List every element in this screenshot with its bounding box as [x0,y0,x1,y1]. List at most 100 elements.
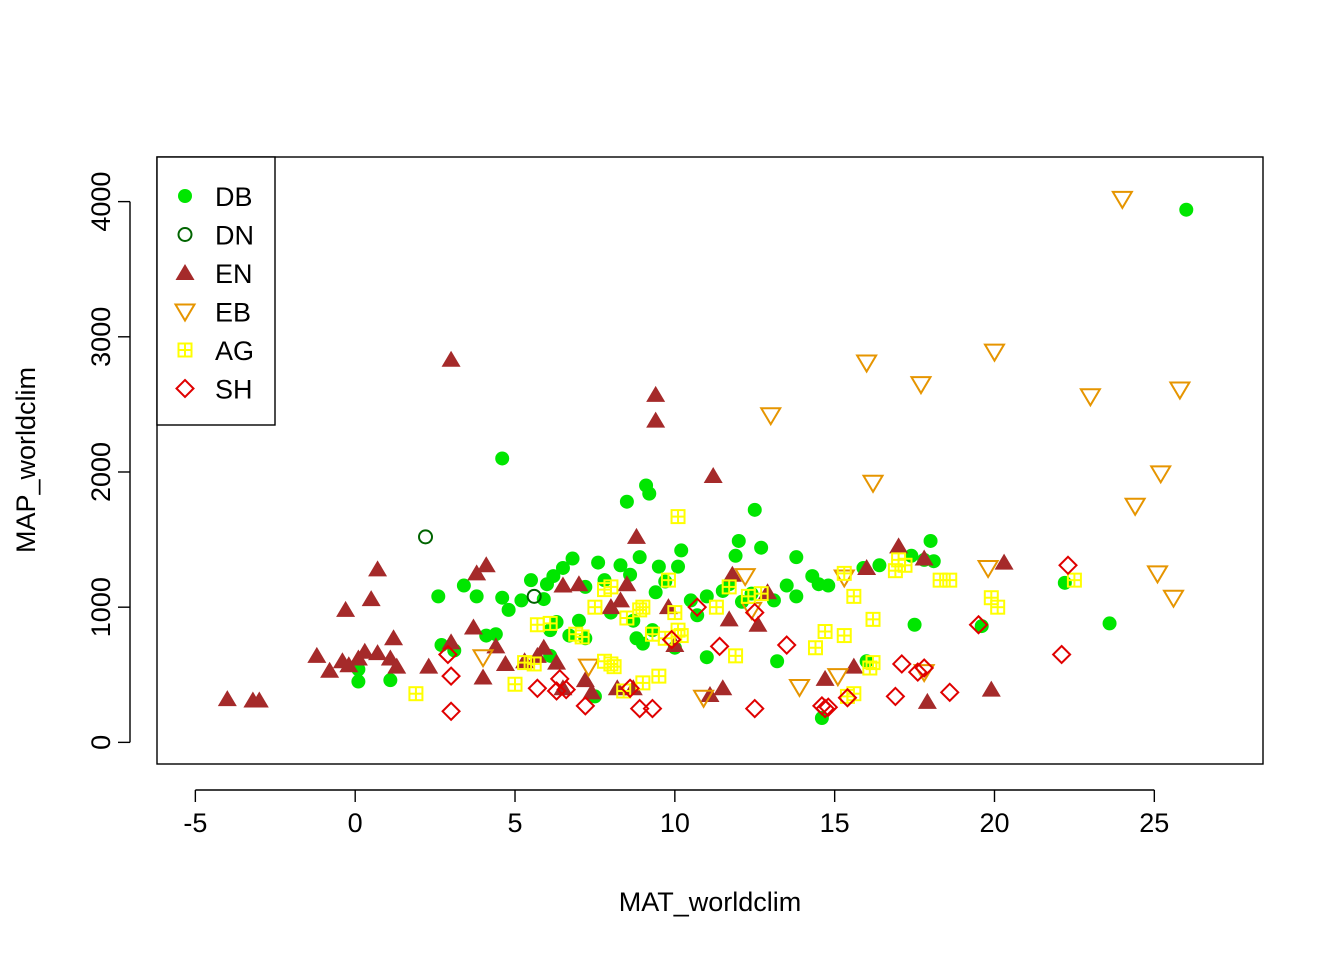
point-sh [1058,555,1078,576]
point-db [495,590,510,605]
point-eb [577,658,600,678]
point-en [217,690,237,707]
point-ag [517,655,533,671]
point-ag [526,656,542,672]
point-en [336,600,356,617]
point-ag [836,565,852,581]
point-en [703,467,723,484]
point-dn [418,529,434,545]
point-db [789,550,804,565]
point-db [351,662,366,677]
legend-marker-eb [173,303,197,323]
point-en [307,646,327,663]
point-db [514,593,529,608]
legend: DB DN EN EB AG SH [156,156,276,426]
point-eb [1162,589,1185,609]
point-eb [759,407,782,427]
point-ag [865,611,881,627]
point-db [501,602,516,617]
point-eb [471,649,495,669]
point-db [754,540,769,555]
point-en [575,671,595,688]
point-en [914,549,934,566]
point-db [1102,616,1117,631]
point-eb [1079,388,1102,408]
x-axis-title: MAT_worldclim [619,887,802,917]
point-db [571,613,586,628]
point-ag [708,599,724,615]
point-ag [990,599,1006,615]
legend-item-sh: SH [175,375,253,405]
point-db [770,654,785,669]
legend-marker-db [178,189,192,203]
point-en [815,669,835,686]
point-eb [976,559,1000,579]
point-sh [687,597,708,618]
point-db [383,673,398,688]
legend-marker-dn [177,227,193,242]
point-ag [807,640,823,656]
point-db [683,593,698,608]
legend-marker-en [175,264,195,280]
point-db [1057,575,1072,590]
point-db [747,502,762,517]
point-db [488,627,503,642]
point-en [441,350,461,367]
point-db [821,578,836,593]
legend-label: EB [215,298,251,328]
point-db [872,558,887,573]
point-en [467,564,487,581]
legend-marker-ag [177,342,193,358]
point-db [1179,202,1194,217]
point-en [994,553,1014,570]
point-ag [660,572,676,588]
y-axis-title: MAP_worldclim [11,367,41,553]
point-db [671,559,686,574]
point-ag [651,668,667,684]
point-sh [549,668,570,689]
point-ag [606,659,622,675]
point-en [748,615,768,632]
point-sh [620,678,641,699]
y-tick-label: 0 [86,735,116,750]
point-ag [897,557,913,573]
x-tick-label: 15 [820,808,850,838]
y-tick-label: 4000 [86,172,116,232]
point-eb [1168,381,1192,401]
point-ag [846,588,862,604]
point-en [553,576,573,593]
y-tick-label: 3000 [86,307,116,367]
point-en [249,691,269,708]
point-en [713,679,733,696]
point-ag [721,579,737,595]
x-tick-label: 25 [1139,808,1169,838]
point-db [642,486,657,501]
point-eb [909,376,933,396]
point-db [619,494,634,509]
point-db [674,543,689,558]
point-en [495,654,515,671]
point-en [917,692,937,709]
point-en [339,656,359,673]
point-ag [753,586,769,602]
point-db [814,711,829,726]
point-sh [527,678,548,699]
point-sh [744,698,765,719]
point-en [387,657,407,674]
legend-label: DN [215,221,254,251]
point-db [632,550,647,565]
point-db [591,555,606,570]
legend-label: SH [215,375,253,405]
point-ag [619,610,635,626]
point-eb [1111,190,1134,210]
point-sh [744,602,765,623]
point-db [456,578,471,593]
point-ag [529,617,545,633]
point-en [646,385,666,402]
point-db [351,674,366,689]
point-db [495,451,510,466]
point-db [523,573,538,588]
series-ag [408,509,1082,704]
point-eb [826,668,850,688]
point-db [565,551,580,566]
